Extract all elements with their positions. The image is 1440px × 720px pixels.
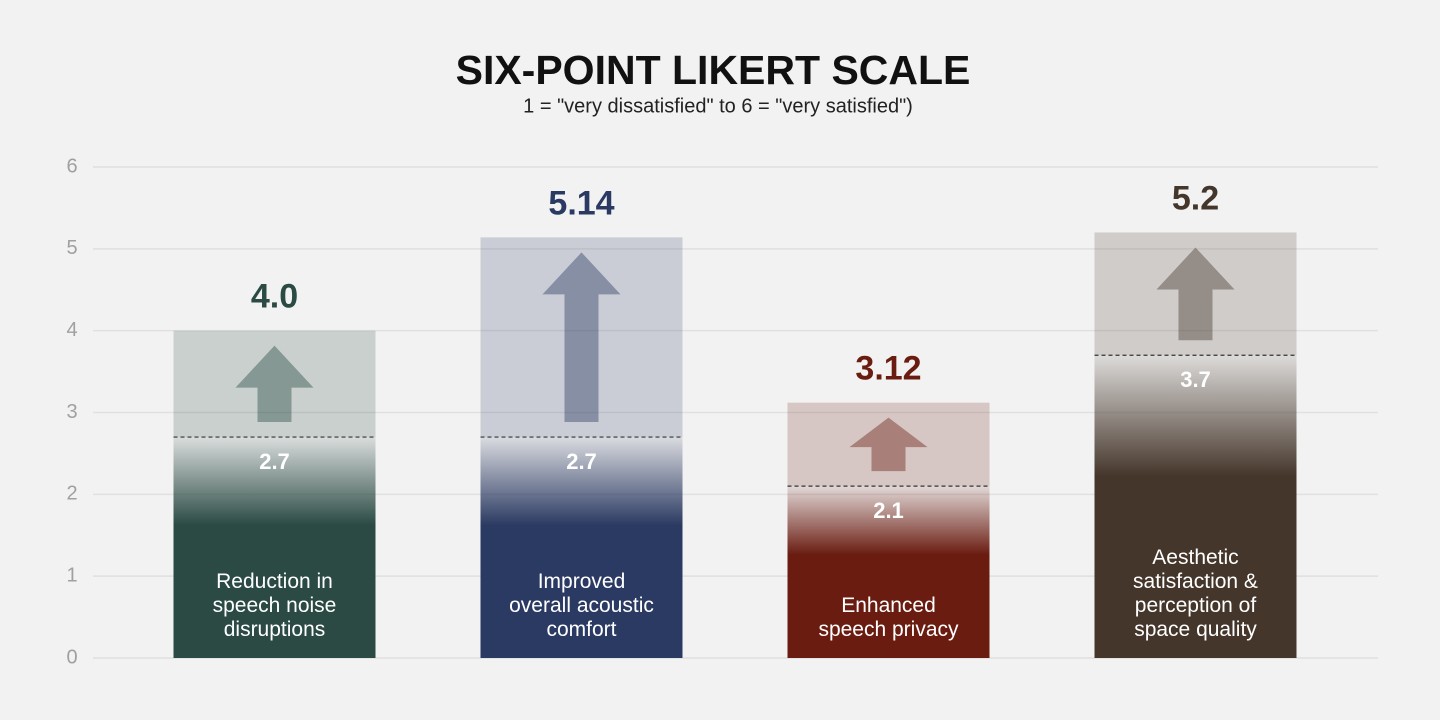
y-tick-label: 0 xyxy=(66,646,77,668)
after-label: 5.14 xyxy=(548,184,614,222)
after-label: 5.2 xyxy=(1172,179,1219,217)
arrow xyxy=(1156,247,1235,341)
before-label: 2.7 xyxy=(259,449,290,474)
category-label: Aesthetic satisfaction & perception of s… xyxy=(1133,546,1258,641)
before-label: 2.7 xyxy=(566,449,597,474)
before-bar xyxy=(787,486,990,658)
before-label: 3.7 xyxy=(1180,367,1211,392)
arrow xyxy=(849,417,928,472)
y-tick-label: 1 xyxy=(66,564,77,586)
before-label: 2.1 xyxy=(873,498,904,523)
chart-title: SIX-POINT LIKERT SCALE xyxy=(456,47,971,93)
after-label: 4.0 xyxy=(251,278,298,316)
after-bar xyxy=(1094,232,1297,356)
category-label: Enhanced speech privacy xyxy=(818,594,959,641)
before-bar xyxy=(173,437,376,658)
before-bar xyxy=(480,437,683,658)
after-bar xyxy=(787,402,990,487)
after-bar xyxy=(173,330,376,438)
y-tick-label: 2 xyxy=(66,483,77,505)
chart-subtitle: 1 = "very dissatisfied" to 6 = "very sat… xyxy=(523,95,913,117)
y-tick-label: 6 xyxy=(66,155,77,177)
y-tick-label: 5 xyxy=(66,237,77,259)
arrow xyxy=(542,252,621,423)
y-tick-label: 3 xyxy=(66,401,77,423)
before-bar xyxy=(1094,355,1297,658)
category-label: Reduction in speech noise disruptions xyxy=(212,570,337,641)
arrow xyxy=(235,345,314,423)
category-label: Improved overall acoustic comfort xyxy=(509,570,654,641)
after-label: 3.12 xyxy=(855,350,921,388)
y-tick-label: 4 xyxy=(66,319,77,341)
after-bar xyxy=(480,237,683,438)
